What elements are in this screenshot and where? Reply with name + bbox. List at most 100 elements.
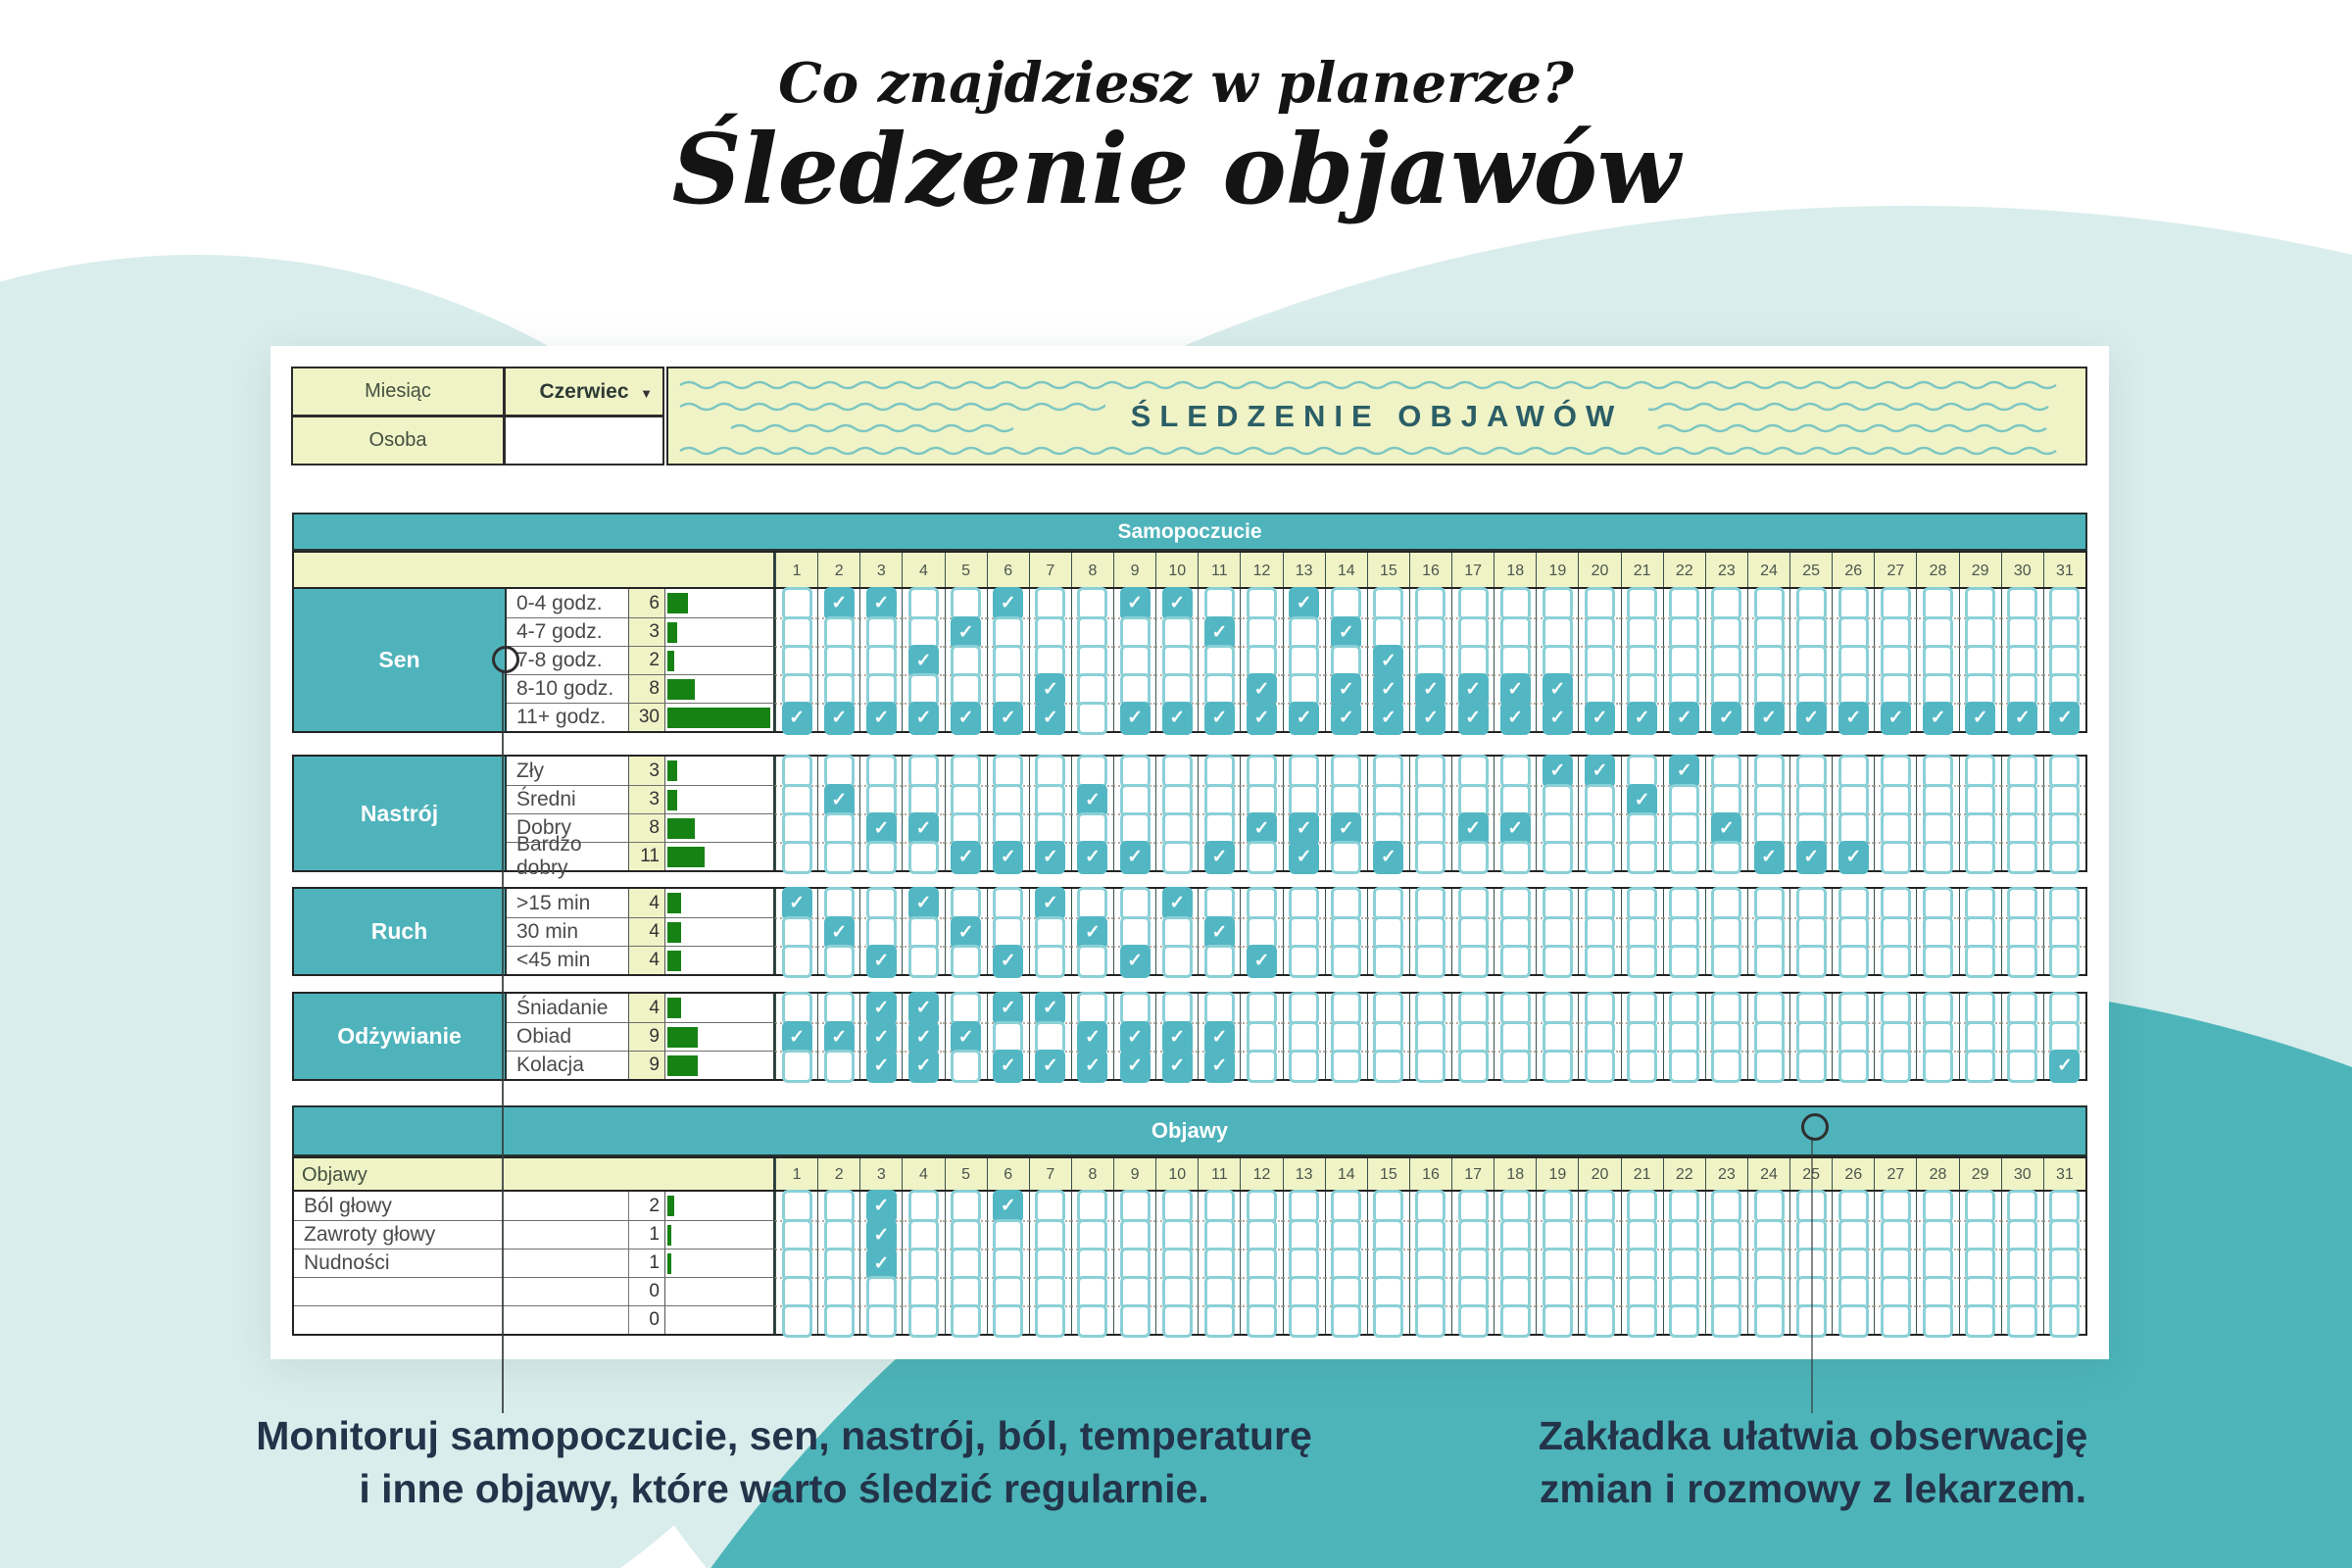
day-checkbox[interactable]: ✓ <box>1331 615 1362 650</box>
day-checkbox[interactable] <box>1161 991 1193 1025</box>
day-checkbox[interactable] <box>951 886 982 920</box>
day-checkbox[interactable] <box>1711 1275 1742 1309</box>
day-checkbox[interactable] <box>1035 944 1066 978</box>
day-checkbox[interactable] <box>2007 991 2038 1025</box>
day-checkbox[interactable] <box>1331 886 1362 920</box>
day-checkbox[interactable] <box>1499 1303 1531 1338</box>
day-checkbox[interactable] <box>1542 644 1573 678</box>
day-checkbox[interactable]: ✓ <box>1161 701 1193 735</box>
day-checkbox[interactable] <box>1499 840 1531 874</box>
day-checkbox[interactable] <box>865 1275 897 1309</box>
day-checkbox[interactable] <box>1965 754 1996 788</box>
day-checkbox[interactable] <box>781 944 812 978</box>
day-checkbox[interactable] <box>1415 811 1446 846</box>
day-checkbox[interactable] <box>951 1049 982 1083</box>
day-checkbox[interactable] <box>1542 1189 1573 1223</box>
day-checkbox[interactable]: ✓ <box>2049 1049 2081 1083</box>
day-checkbox[interactable]: ✓ <box>1035 991 1066 1025</box>
day-checkbox[interactable] <box>1373 1049 1404 1083</box>
day-checkbox[interactable]: ✓ <box>951 701 982 735</box>
day-checkbox[interactable] <box>781 991 812 1025</box>
day-checkbox[interactable]: ✓ <box>907 991 939 1025</box>
day-checkbox[interactable] <box>1880 840 1911 874</box>
day-checkbox[interactable] <box>993 915 1024 950</box>
day-checkbox[interactable] <box>823 811 855 846</box>
day-checkbox[interactable] <box>1923 1247 1954 1281</box>
month-dropdown[interactable]: Czerwiec ▼ <box>504 367 664 416</box>
day-checkbox[interactable] <box>1753 1189 1785 1223</box>
day-checkbox[interactable]: ✓ <box>1795 701 1827 735</box>
day-checkbox[interactable] <box>781 1049 812 1083</box>
day-checkbox[interactable]: ✓ <box>1161 886 1193 920</box>
day-checkbox[interactable] <box>1246 615 1277 650</box>
day-checkbox[interactable] <box>1161 754 1193 788</box>
day-checkbox[interactable] <box>1373 991 1404 1025</box>
day-checkbox[interactable] <box>1415 586 1446 620</box>
day-checkbox[interactable] <box>1880 1189 1911 1223</box>
day-checkbox[interactable] <box>1331 754 1362 788</box>
day-checkbox[interactable] <box>781 840 812 874</box>
day-checkbox[interactable] <box>1415 840 1446 874</box>
day-checkbox[interactable] <box>1035 586 1066 620</box>
day-checkbox[interactable] <box>781 1303 812 1338</box>
day-checkbox[interactable] <box>1923 1303 1954 1338</box>
day-checkbox[interactable] <box>1753 944 1785 978</box>
day-checkbox[interactable]: ✓ <box>1457 811 1489 846</box>
day-checkbox[interactable] <box>993 886 1024 920</box>
day-checkbox[interactable] <box>1246 1049 1277 1083</box>
day-checkbox[interactable] <box>1077 754 1108 788</box>
day-checkbox[interactable] <box>907 1189 939 1223</box>
day-checkbox[interactable]: ✓ <box>1795 840 1827 874</box>
day-checkbox[interactable] <box>1246 1275 1277 1309</box>
day-checkbox[interactable] <box>1203 886 1235 920</box>
day-checkbox[interactable] <box>2007 1189 2038 1223</box>
day-checkbox[interactable] <box>1795 886 1827 920</box>
day-checkbox[interactable] <box>1669 1247 1700 1281</box>
day-checkbox[interactable]: ✓ <box>781 886 812 920</box>
day-checkbox[interactable] <box>2049 615 2081 650</box>
day-checkbox[interactable] <box>1077 701 1108 735</box>
day-checkbox[interactable] <box>1119 886 1151 920</box>
day-checkbox[interactable] <box>1711 991 1742 1025</box>
day-checkbox[interactable] <box>1627 754 1658 788</box>
day-checkbox[interactable] <box>1965 840 1996 874</box>
day-checkbox[interactable] <box>907 944 939 978</box>
day-checkbox[interactable] <box>1753 991 1785 1025</box>
day-checkbox[interactable]: ✓ <box>781 1020 812 1054</box>
day-checkbox[interactable] <box>1035 644 1066 678</box>
day-checkbox[interactable] <box>1627 915 1658 950</box>
day-checkbox[interactable]: ✓ <box>951 840 982 874</box>
day-checkbox[interactable] <box>1542 1275 1573 1309</box>
day-checkbox[interactable] <box>951 944 982 978</box>
day-checkbox[interactable] <box>1585 783 1615 817</box>
day-checkbox[interactable] <box>951 754 982 788</box>
day-checkbox[interactable] <box>1753 586 1785 620</box>
day-checkbox[interactable] <box>1331 991 1362 1025</box>
day-checkbox[interactable] <box>823 754 855 788</box>
day-checkbox[interactable] <box>1161 944 1193 978</box>
day-checkbox[interactable] <box>1880 1303 1911 1338</box>
day-checkbox[interactable] <box>1415 944 1446 978</box>
day-checkbox[interactable] <box>865 840 897 874</box>
day-checkbox[interactable] <box>1585 944 1615 978</box>
day-checkbox[interactable] <box>2007 1020 2038 1054</box>
day-checkbox[interactable] <box>1289 886 1320 920</box>
day-checkbox[interactable] <box>1457 1303 1489 1338</box>
day-checkbox[interactable]: ✓ <box>1499 811 1531 846</box>
day-checkbox[interactable] <box>1331 1020 1362 1054</box>
day-checkbox[interactable] <box>1415 754 1446 788</box>
day-checkbox[interactable] <box>1711 586 1742 620</box>
day-checkbox[interactable] <box>1246 991 1277 1025</box>
day-checkbox[interactable] <box>1923 944 1954 978</box>
day-checkbox[interactable] <box>1203 754 1235 788</box>
day-checkbox[interactable] <box>1753 915 1785 950</box>
day-checkbox[interactable] <box>1585 991 1615 1025</box>
day-checkbox[interactable] <box>1711 1303 1742 1338</box>
day-checkbox[interactable]: ✓ <box>823 586 855 620</box>
day-checkbox[interactable] <box>1457 840 1489 874</box>
day-checkbox[interactable] <box>1161 1189 1193 1223</box>
day-checkbox[interactable] <box>1077 672 1108 707</box>
day-checkbox[interactable] <box>823 886 855 920</box>
day-checkbox[interactable] <box>1161 615 1193 650</box>
day-checkbox[interactable] <box>1373 1020 1404 1054</box>
